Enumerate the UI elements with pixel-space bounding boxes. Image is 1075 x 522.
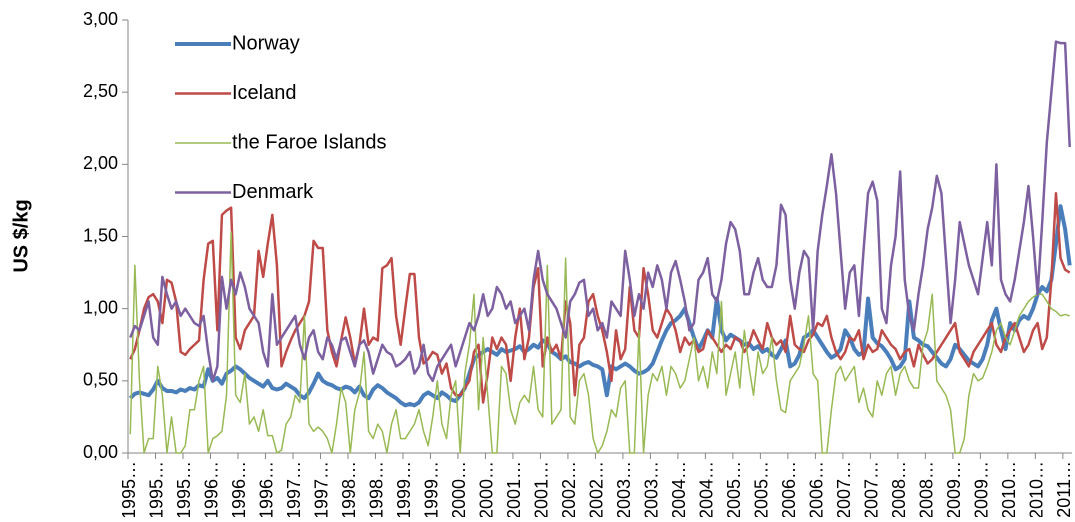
y-tick-label: 2,50 [83,81,118,101]
x-tick-label: 2001… [531,461,551,517]
series-line [129,191,1071,404]
y-tick-label: 0,00 [83,442,118,462]
x-tick-label: 1999… [394,461,414,517]
y-tick-label: 1,00 [83,297,118,317]
x-tick-label: 2004… [696,461,716,517]
legend-label: Norway [232,32,300,54]
x-tick-label: 1998… [339,461,359,517]
x-tick-label: 2003… [641,461,661,517]
x-tick-label: 2001… [504,461,524,517]
x-tick-label: 2004… [669,461,689,517]
series-line [129,40,1071,383]
x-tick-label: 1996… [257,461,277,517]
y-tick-label: 2,00 [83,153,118,173]
series-line [129,231,1070,454]
series-line [128,204,1072,408]
x-tick-label: 1998… [366,461,386,517]
x-tick-label: 2003… [614,461,634,517]
legend-label: Denmark [232,181,314,203]
x-tick-label: 1995… [174,461,194,517]
y-tick-label: 1,50 [83,225,118,245]
x-tick-label: 2009… [971,461,991,517]
x-tick-label: 2006… [779,461,799,517]
x-tick-label: 2002… [559,461,579,517]
x-tick-label: 1999… [421,461,441,517]
y-tick-label: 0,50 [83,370,118,390]
x-tick-label: 2002… [586,461,606,517]
y-tick-label: 3,00 [83,9,118,29]
x-tick-label: 2005… [724,461,744,517]
y-axis-title: US $/kg [10,199,32,272]
x-tick-label: 2010… [999,461,1019,517]
x-tick-label: 2011… [1054,461,1074,517]
x-tick-label: 2000… [449,461,469,517]
x-tick-label: 2000… [476,461,496,517]
x-tick-label: 1997… [284,461,304,517]
x-tick-label: 2008… [916,461,936,517]
legend-label: Iceland [232,82,297,104]
x-tick-label: 1996… [229,461,249,517]
x-tick-label: 1997… [312,461,332,517]
x-tick-label: 2010… [1026,461,1046,517]
x-tick-label: 2005… [751,461,771,517]
x-tick-label: 1996… [202,461,222,517]
x-tick-label: 2008… [889,461,909,517]
x-tick-label: 2006… [806,461,826,517]
x-tick-label: 2007… [861,461,881,517]
legend-label: the Faroe Islands [232,131,387,153]
x-tick-label: 1995… [147,461,167,517]
x-tick-label: 2009… [944,461,964,517]
x-tick-label: 2007… [834,461,854,517]
x-tick-label: 1995… [119,461,139,517]
